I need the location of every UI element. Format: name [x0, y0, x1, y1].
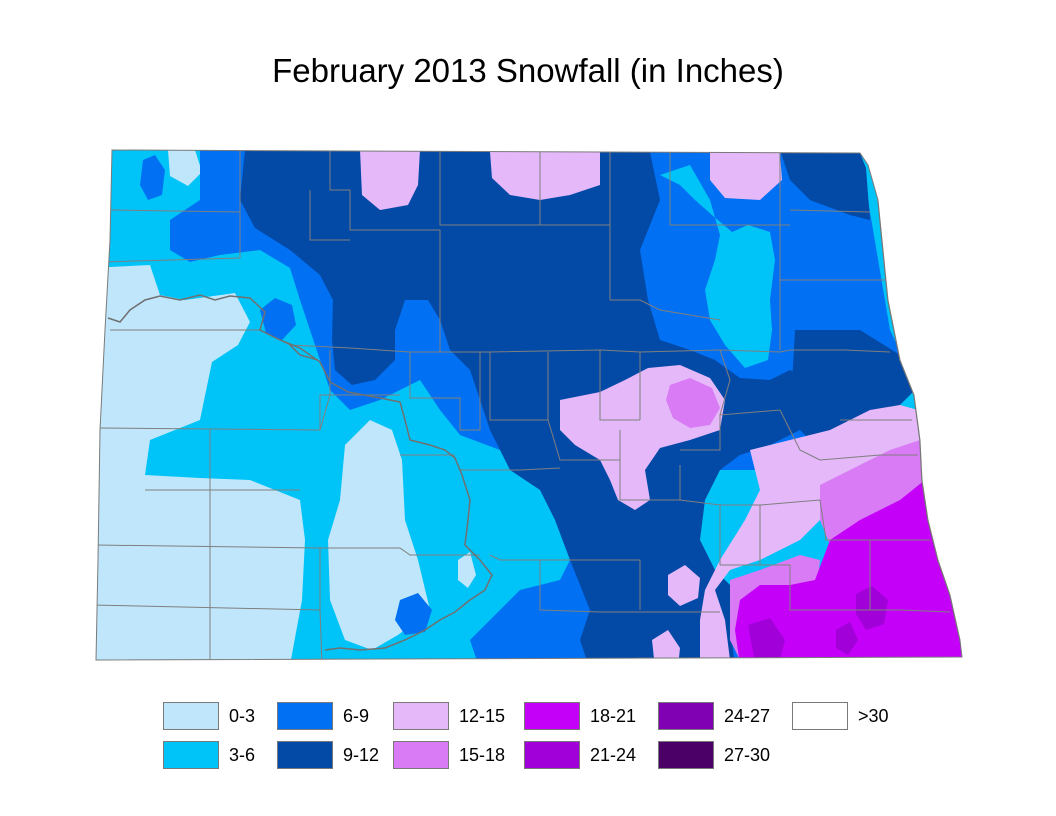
region-12-15-south-spot	[668, 565, 700, 606]
region-9-12-east	[790, 330, 915, 440]
region-9-12-ne	[780, 150, 870, 220]
region-9-12-central	[240, 150, 820, 660]
little-missouri-river	[289, 344, 319, 361]
region-6-9-ne-cutout	[660, 165, 775, 368]
region-0-3-southeast-spot	[458, 552, 476, 588]
region-0-3-west	[96, 265, 305, 660]
region-21-24-southeast	[748, 618, 785, 660]
region-6-9-nw-spot	[140, 155, 165, 200]
region-21-24-southeast-3	[856, 586, 888, 630]
region-12-15-north	[360, 150, 420, 210]
map-title: February 2013 Snowfall (in Inches)	[272, 52, 784, 89]
region-12-15-north-3	[710, 152, 782, 200]
region-12-15-north-2	[490, 152, 600, 200]
region-21-24-southeast-2	[836, 622, 858, 655]
region-15-18-central	[666, 378, 720, 428]
county-boundaries	[96, 150, 951, 660]
region-18-21-southeast	[735, 480, 962, 660]
region-6-9-west-spot	[260, 298, 296, 340]
region-0-3-northwest-spot	[168, 150, 202, 186]
region-0-3-southcentral	[328, 420, 430, 650]
missouri-river	[107, 294, 493, 651]
region-6-9-south-spot	[395, 593, 432, 635]
